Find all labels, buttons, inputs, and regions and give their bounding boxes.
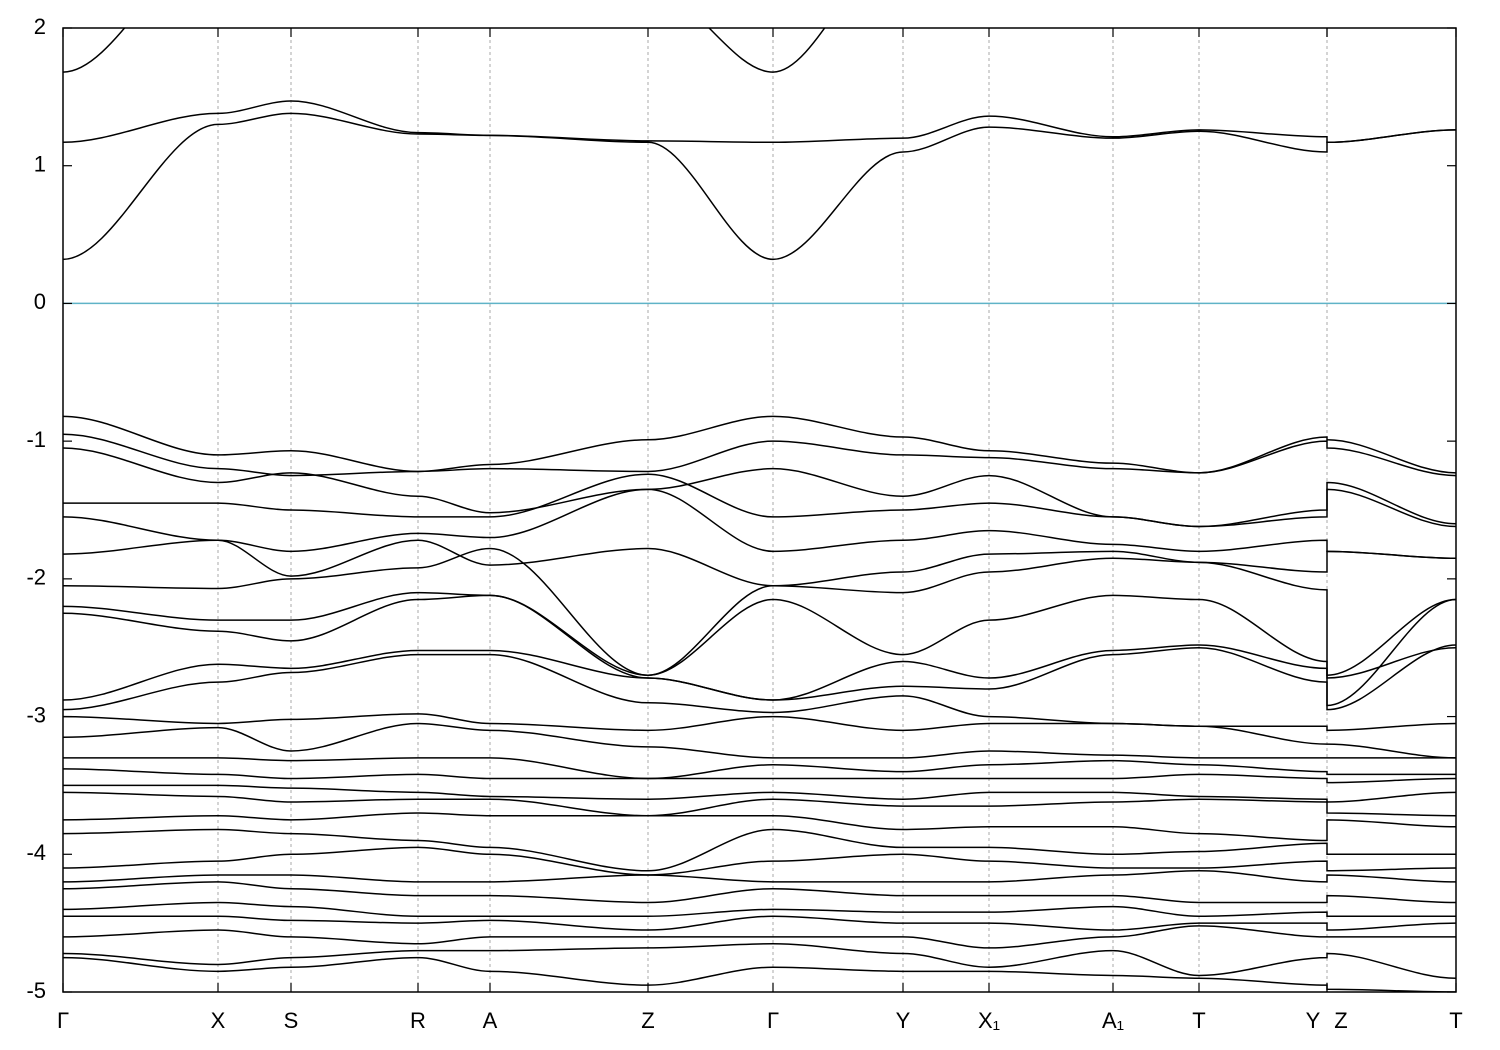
y-tick-label: -3 — [26, 702, 46, 727]
band-line — [63, 473, 1456, 528]
band-line — [63, 901, 1456, 918]
band-line — [63, 846, 1456, 876]
band-line — [63, 943, 1456, 979]
bands-layer — [63, 28, 1456, 992]
band-line — [63, 812, 1456, 842]
band-line — [63, 784, 1456, 803]
y-tick-label: -2 — [26, 565, 46, 590]
x-tick-label: S — [284, 1008, 299, 1033]
band-line — [63, 653, 1456, 732]
x-tick-label: Y — [1306, 1008, 1321, 1033]
band-line — [63, 28, 826, 73]
band-line — [63, 644, 1456, 711]
band-line — [63, 757, 1456, 780]
x-tick-label: A₁ — [1102, 1008, 1124, 1033]
band-line — [63, 594, 1456, 701]
y-tick-label: -1 — [26, 427, 46, 452]
band-line — [63, 722, 1456, 759]
band-line — [63, 768, 1456, 784]
band-line — [63, 791, 1456, 817]
band-line — [63, 956, 1456, 992]
axes-layer: 210-1-2-3-4-5Γ X S R A Z Γ Y X₁ A₁ T Y Z T — [26, 14, 1462, 1033]
x-tick-label: Γ — [57, 1008, 69, 1033]
y-tick-label: 1 — [34, 152, 46, 177]
band-line — [63, 828, 1456, 872]
band-line — [63, 881, 1456, 904]
y-tick-label: 0 — [34, 289, 46, 314]
band-line — [63, 713, 1456, 759]
x-tick-label: X — [211, 1008, 226, 1033]
band-line — [63, 488, 1456, 559]
band-line — [63, 870, 1456, 883]
y-tick-label: -4 — [26, 840, 46, 865]
band-line — [63, 591, 1456, 707]
y-tick-label: 2 — [34, 14, 46, 39]
band-line — [63, 415, 1456, 474]
band-line — [63, 433, 1456, 477]
band-line — [63, 547, 1456, 677]
x-tick-label: Z — [1334, 1008, 1347, 1033]
x-tick-label: Z — [641, 1008, 654, 1033]
x-tick-label: A — [483, 1008, 498, 1033]
x-tick-label: T — [1449, 1008, 1462, 1033]
band-line — [63, 925, 1456, 949]
grid-layer — [217, 28, 1328, 992]
band-line — [63, 112, 1456, 261]
x-tick-label: T — [1192, 1008, 1205, 1033]
band-line — [63, 100, 1456, 144]
y-tick-label: -5 — [26, 978, 46, 1003]
x-tick-label: Y — [896, 1008, 911, 1033]
x-tick-label: R — [410, 1008, 426, 1033]
plot-frame — [62, 27, 1457, 993]
x-tick-label: X₁ — [978, 1008, 1000, 1033]
band-line — [63, 915, 1456, 931]
x-tick-label: Γ — [767, 1008, 779, 1033]
